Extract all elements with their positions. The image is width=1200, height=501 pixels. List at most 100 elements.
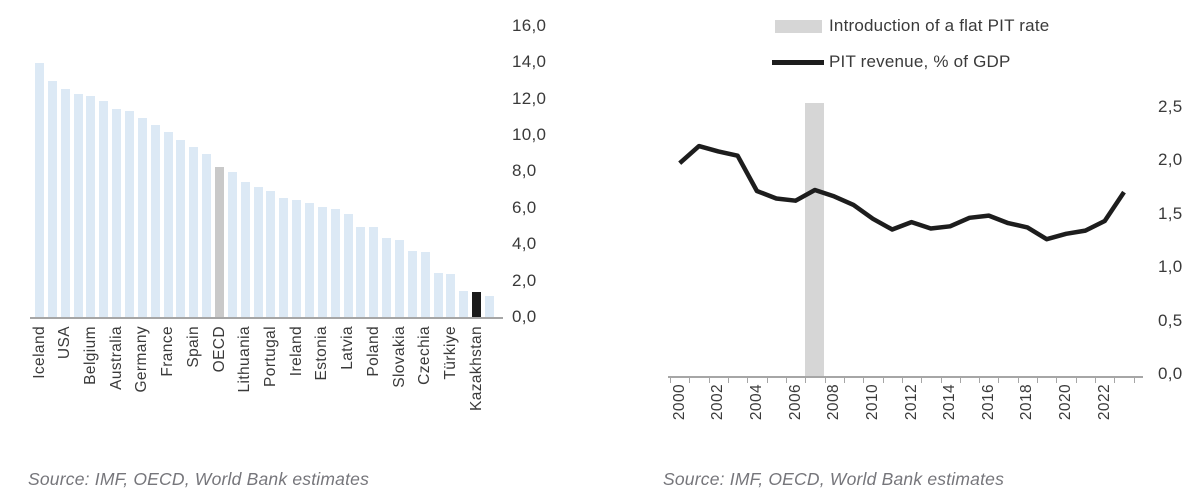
pit-revenue-line	[678, 143, 1126, 242]
bar-portugal	[266, 190, 276, 318]
category-label-usa: USA	[56, 326, 74, 360]
category-label-slovakia: Slovakia	[390, 326, 408, 388]
bar	[227, 172, 237, 318]
x-axis-tick	[998, 378, 1000, 383]
bar	[356, 227, 366, 318]
right-y-tick-label: 2,0	[1158, 150, 1183, 169]
x-axis-tick	[728, 378, 729, 383]
x-axis-tick	[901, 378, 903, 383]
year-label-2008: 2008	[825, 384, 843, 421]
year-label-2002: 2002	[709, 384, 727, 421]
bar-ireland	[292, 199, 302, 318]
category-label-belgium: Belgium	[81, 326, 99, 385]
bar-kazakhstan	[472, 291, 482, 318]
x-axis-tick	[940, 378, 942, 383]
year-label-2012: 2012	[902, 384, 920, 421]
x-axis-tick	[670, 378, 671, 383]
category-label-spain: Spain	[184, 326, 202, 368]
bar	[73, 94, 83, 318]
year-label-2000: 2000	[670, 384, 688, 421]
x-axis-tick	[1037, 378, 1039, 383]
left-y-tick-label: 0,0	[512, 307, 537, 326]
x-axis-tick	[921, 378, 923, 383]
category-label-czechia: Czechia	[416, 326, 434, 385]
bar-usa	[60, 88, 70, 318]
year-label-2004: 2004	[747, 384, 765, 421]
x-axis-tick	[843, 378, 845, 383]
bar	[382, 237, 392, 318]
year-label-2016: 2016	[979, 384, 997, 421]
bar-france	[163, 132, 173, 318]
bar-slovakia	[395, 239, 404, 318]
bar-latvia	[343, 214, 353, 318]
left-y-tick-label: 12,0	[512, 88, 547, 108]
right-y-tick-label: 0,0	[1158, 364, 1183, 383]
left-y-tick-label: 8,0	[512, 161, 537, 181]
year-label-2006: 2006	[786, 384, 804, 421]
category-label-portugal: Portugal	[261, 326, 279, 387]
left-x-axis-line	[30, 317, 503, 319]
left-y-tick-label: 16,0	[512, 15, 547, 35]
right-y-tick-label: 2,5	[1158, 96, 1183, 116]
x-axis-tick	[766, 378, 768, 383]
x-axis-tick	[959, 378, 961, 383]
bar	[459, 290, 469, 318]
bar	[150, 125, 160, 318]
bar-lithuania	[240, 181, 250, 318]
bar-oecd	[215, 166, 224, 318]
x-axis-tick	[689, 378, 691, 383]
x-axis-tick	[882, 378, 884, 383]
right-y-tick-label: 1,5	[1158, 203, 1183, 223]
left-y-tick-label: 6,0	[512, 197, 537, 217]
right-x-axis-line	[668, 376, 1143, 378]
year-label-2020: 2020	[1057, 384, 1075, 421]
bar	[47, 81, 57, 318]
bar-iceland	[35, 63, 44, 318]
x-axis-tick	[979, 378, 981, 383]
x-axis-tick	[1056, 378, 1058, 383]
year-label-2010: 2010	[863, 384, 881, 421]
bar-czechia	[420, 252, 430, 318]
bar	[279, 197, 289, 318]
left-y-tick-label: 4,0	[512, 234, 537, 254]
left-y-tick-label: 10,0	[512, 125, 547, 144]
x-axis-tick	[863, 378, 865, 383]
category-label-estonia: Estonia	[313, 326, 331, 381]
source-note-right: Source: IMF, OECD, World Bank estimates	[663, 469, 1005, 489]
left-y-tick-label: 2,0	[512, 270, 537, 290]
bar-türkiye	[446, 274, 456, 318]
year-label-2014: 2014	[941, 384, 959, 421]
bar	[433, 272, 443, 318]
year-label-2022: 2022	[1095, 384, 1113, 421]
bar	[253, 186, 263, 318]
bar	[125, 110, 134, 318]
bar-germany	[137, 117, 147, 318]
bar-australia	[112, 108, 122, 318]
x-axis-tick	[747, 378, 749, 383]
source-note-left: Source: IMF, OECD, World Bank estimates	[28, 469, 370, 489]
bar	[330, 208, 340, 318]
category-label-australia: Australia	[107, 326, 125, 390]
x-axis-tick	[1075, 378, 1077, 383]
category-label-kazakhstan: Kazakhstan	[467, 326, 485, 411]
bar-belgium	[86, 95, 96, 318]
legend-band-label: Introduction of a flat PIT rate	[829, 16, 1050, 35]
bar	[305, 203, 314, 318]
x-axis-tick	[805, 378, 807, 383]
bar	[407, 250, 417, 318]
x-axis-tick	[824, 378, 826, 383]
year-label-2018: 2018	[1018, 384, 1036, 421]
bar-poland	[369, 227, 379, 318]
category-label-lithuania: Lithuania	[236, 326, 254, 393]
x-axis-tick	[1017, 378, 1019, 383]
flat-pit-rate-band	[805, 103, 825, 376]
category-label-iceland: Iceland	[30, 326, 48, 379]
right-y-tick-label: 1,0	[1158, 257, 1183, 276]
bar-spain	[189, 146, 199, 318]
category-label-ireland: Ireland	[287, 326, 305, 377]
category-label-oecd: OECD	[210, 326, 228, 373]
x-axis-tick	[1095, 378, 1096, 383]
bar	[202, 154, 212, 318]
left-y-tick-label: 14,0	[512, 52, 547, 72]
